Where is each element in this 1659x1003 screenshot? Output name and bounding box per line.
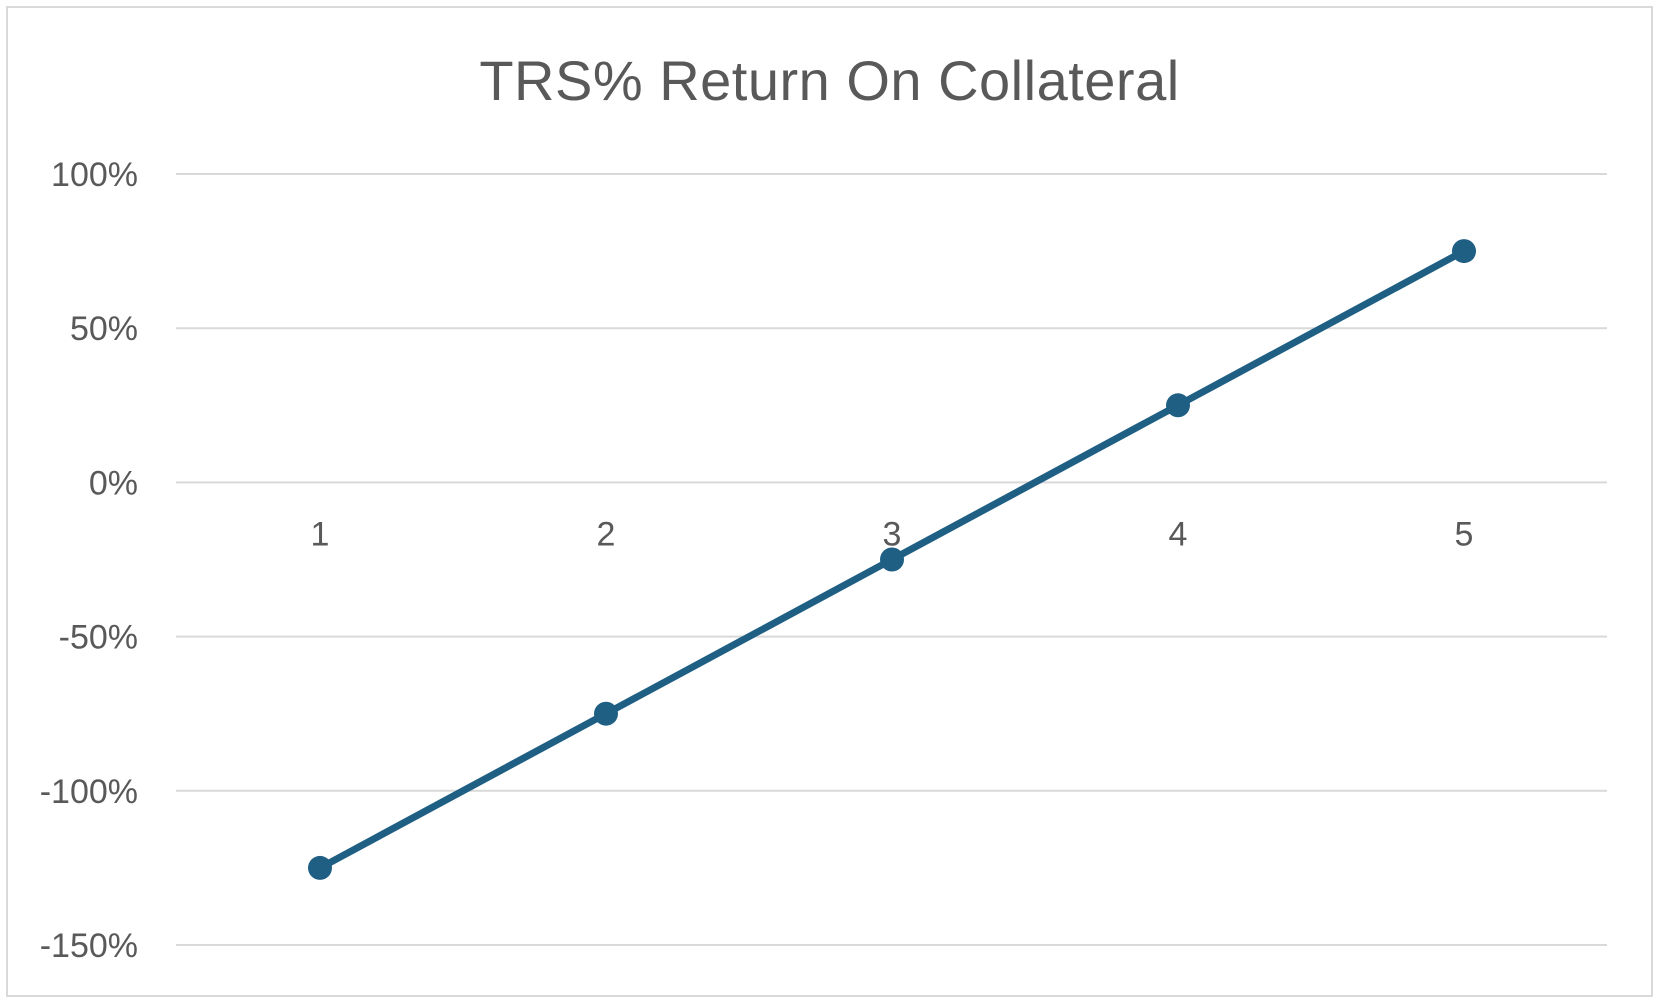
x-tick-label: 3 [883,515,902,553]
series-layer [308,239,1476,880]
data-point-marker [1452,239,1476,264]
x-tick-label: 2 [597,515,616,553]
x-tick-label: 4 [1169,515,1188,553]
grid-layer [176,173,1607,946]
data-point-marker [880,547,904,572]
y-tick-label: -100% [40,773,138,811]
x-tick-label: 5 [1455,515,1474,553]
x-tick-label: 1 [311,515,330,553]
y-axis-ticks: 100% 50% 0% -50% -100% -150% [40,156,138,965]
y-tick-label: -150% [40,927,138,965]
y-tick-label: 0% [89,464,138,502]
chart-title: TRS% Return On Collateral [479,49,1180,112]
data-point-marker [308,855,332,880]
chart-area: TRS% Return On Collateral [6,6,1653,997]
data-point-marker [594,701,618,726]
data-point-marker [1166,393,1190,418]
y-tick-label: -50% [59,619,138,657]
y-tick-label: 100% [51,156,138,194]
x-axis-ticks: 1 2 3 4 5 [311,515,1474,553]
y-tick-label: 50% [70,310,138,348]
